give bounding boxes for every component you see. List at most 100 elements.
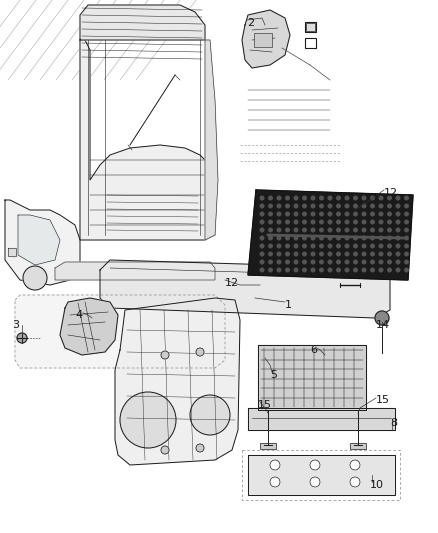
Circle shape: [362, 212, 366, 216]
Circle shape: [286, 228, 290, 232]
Circle shape: [337, 196, 340, 200]
Circle shape: [362, 268, 366, 272]
Text: 6: 6: [310, 345, 317, 355]
Circle shape: [294, 236, 298, 240]
Circle shape: [311, 268, 315, 272]
Circle shape: [311, 252, 315, 256]
Circle shape: [328, 252, 332, 256]
Circle shape: [354, 260, 357, 264]
Circle shape: [277, 260, 281, 264]
Polygon shape: [100, 260, 390, 318]
Circle shape: [294, 260, 298, 264]
Text: 15: 15: [258, 400, 272, 410]
Circle shape: [396, 196, 400, 200]
Circle shape: [388, 260, 391, 264]
Circle shape: [286, 260, 290, 264]
Circle shape: [371, 212, 374, 216]
Circle shape: [337, 260, 340, 264]
Circle shape: [362, 252, 366, 256]
Circle shape: [190, 395, 230, 435]
Circle shape: [328, 196, 332, 200]
Circle shape: [345, 196, 349, 200]
Text: 3: 3: [12, 320, 19, 330]
Circle shape: [268, 252, 272, 256]
Circle shape: [320, 204, 323, 208]
Circle shape: [388, 268, 391, 272]
Circle shape: [320, 244, 323, 248]
Circle shape: [371, 220, 374, 224]
Circle shape: [379, 244, 383, 248]
Circle shape: [320, 228, 323, 232]
Text: 1: 1: [285, 300, 292, 310]
Text: 4: 4: [75, 310, 82, 320]
FancyBboxPatch shape: [260, 443, 276, 449]
Circle shape: [294, 196, 298, 200]
Circle shape: [303, 220, 306, 224]
Circle shape: [294, 220, 298, 224]
Circle shape: [379, 204, 383, 208]
Circle shape: [337, 236, 340, 240]
Circle shape: [362, 196, 366, 200]
Circle shape: [354, 244, 357, 248]
Circle shape: [23, 266, 47, 290]
Circle shape: [388, 228, 391, 232]
Circle shape: [320, 252, 323, 256]
Circle shape: [310, 477, 320, 487]
Circle shape: [354, 204, 357, 208]
Circle shape: [294, 268, 298, 272]
Circle shape: [379, 212, 383, 216]
Circle shape: [345, 244, 349, 248]
Circle shape: [405, 268, 408, 272]
Circle shape: [320, 236, 323, 240]
Circle shape: [268, 220, 272, 224]
Polygon shape: [248, 190, 413, 280]
Circle shape: [277, 228, 281, 232]
Circle shape: [405, 228, 408, 232]
Circle shape: [303, 196, 306, 200]
Circle shape: [354, 220, 357, 224]
Circle shape: [362, 220, 366, 224]
Circle shape: [345, 204, 349, 208]
Circle shape: [311, 260, 315, 264]
Circle shape: [388, 252, 391, 256]
Circle shape: [260, 260, 264, 264]
Circle shape: [286, 252, 290, 256]
Circle shape: [354, 212, 357, 216]
Text: 12: 12: [225, 278, 239, 288]
Circle shape: [268, 204, 272, 208]
Circle shape: [337, 204, 340, 208]
Circle shape: [354, 196, 357, 200]
Circle shape: [328, 260, 332, 264]
Circle shape: [303, 252, 306, 256]
Text: 15: 15: [376, 395, 390, 405]
Circle shape: [260, 228, 264, 232]
Circle shape: [328, 212, 332, 216]
Circle shape: [268, 228, 272, 232]
Polygon shape: [8, 248, 16, 256]
Circle shape: [277, 268, 281, 272]
Circle shape: [337, 252, 340, 256]
Circle shape: [362, 236, 366, 240]
Circle shape: [371, 204, 374, 208]
Circle shape: [371, 260, 374, 264]
Circle shape: [260, 244, 264, 248]
Circle shape: [268, 212, 272, 216]
FancyBboxPatch shape: [305, 38, 316, 48]
Circle shape: [310, 460, 320, 470]
Circle shape: [388, 236, 391, 240]
Circle shape: [328, 236, 332, 240]
Circle shape: [405, 204, 408, 208]
Circle shape: [320, 260, 323, 264]
Circle shape: [294, 204, 298, 208]
Circle shape: [268, 244, 272, 248]
Circle shape: [303, 204, 306, 208]
Circle shape: [388, 196, 391, 200]
FancyBboxPatch shape: [254, 33, 272, 47]
Circle shape: [320, 196, 323, 200]
Circle shape: [405, 260, 408, 264]
Circle shape: [379, 196, 383, 200]
Circle shape: [345, 212, 349, 216]
Circle shape: [371, 244, 374, 248]
Circle shape: [328, 268, 332, 272]
Circle shape: [196, 348, 204, 356]
